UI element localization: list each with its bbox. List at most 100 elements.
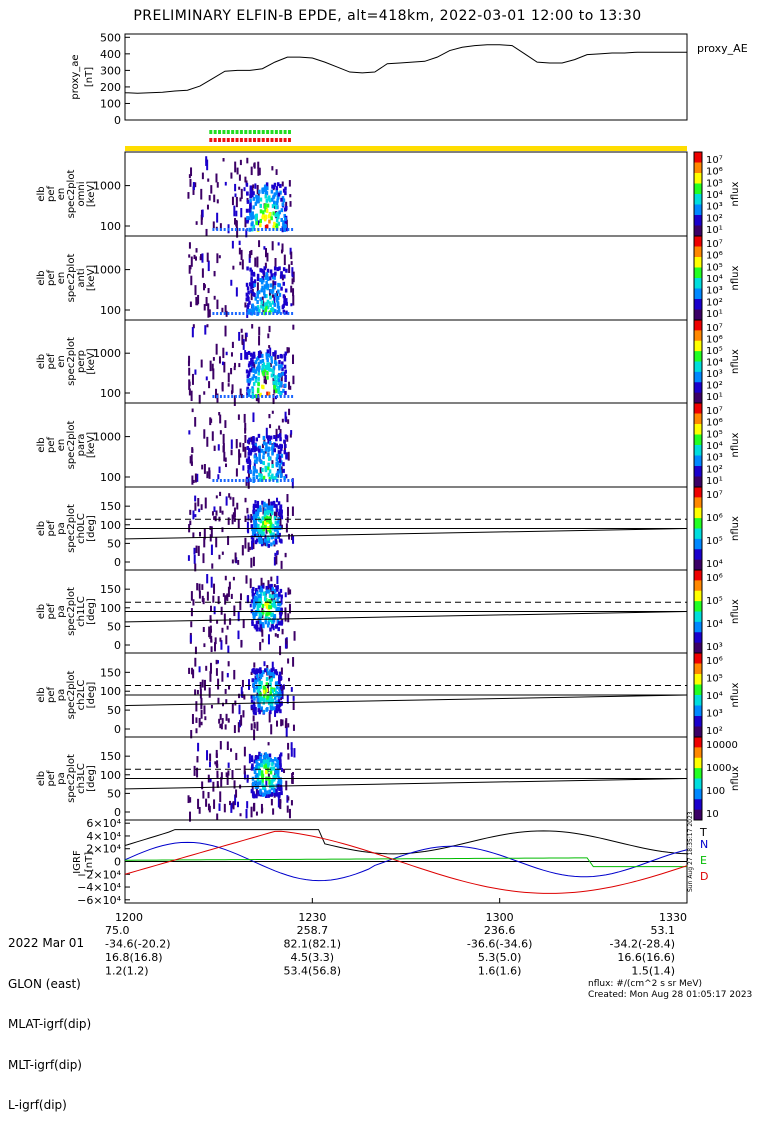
- spectrogram-cell: [253, 704, 256, 709]
- y-axis-label: pef: [46, 603, 57, 620]
- colorbar-segment: [694, 747, 702, 759]
- spectrogram-cell: [264, 620, 267, 625]
- colorbar-tick-label: 10000: [706, 740, 738, 751]
- spectrogram-cell: [280, 217, 283, 222]
- spectrogram-cell: [188, 367, 191, 376]
- spectrogram-cell: [254, 706, 257, 711]
- spectrogram-cell: [287, 613, 290, 623]
- spectrogram-cell: [256, 698, 260, 703]
- spectrogram-cell: [264, 262, 267, 269]
- spectrogram-cell: [278, 292, 282, 297]
- spectrogram-cell: [267, 466, 270, 471]
- y-axis-label: elb: [36, 270, 47, 285]
- spectrogram-cell: [280, 791, 283, 796]
- spectrogram-cell: [250, 436, 253, 443]
- spectrogram-cell: [265, 503, 268, 508]
- spectrogram-cell: [277, 704, 281, 709]
- spectrogram-cell: [253, 722, 256, 729]
- spectrogram-cell: [195, 701, 198, 712]
- spectrogram-cell: [261, 603, 265, 608]
- spectrogram-cell: [264, 752, 267, 757]
- spectrogram-cell: [278, 793, 281, 798]
- spectrogram-cell: [271, 290, 274, 295]
- spectrogram-cell: [216, 479, 219, 482]
- spectrogram-cell: [271, 241, 274, 251]
- spectrogram-cell: [227, 517, 230, 525]
- spectrogram-cell: [231, 479, 234, 482]
- colorbar-segment: [694, 183, 702, 195]
- spectrogram-cell: [220, 723, 223, 730]
- spectrogram-cell: [255, 794, 258, 799]
- panel-frame-pef_en_spec2plot_omni: [124, 151, 688, 237]
- y-tick-label: 100: [100, 471, 121, 484]
- spectrogram-cell: [263, 792, 267, 797]
- spectrogram-cell: [202, 598, 205, 605]
- spectrogram-cell: [283, 274, 286, 279]
- spectrogram-cell: [235, 287, 238, 297]
- spectrogram-cell: [218, 803, 221, 811]
- spectrogram-cell: [257, 199, 260, 204]
- spectrogram-cell: [249, 185, 253, 190]
- spectrogram-cell: [257, 601, 261, 606]
- spectrogram-cell: [269, 289, 272, 294]
- spectrogram-cell: [193, 765, 196, 776]
- spectrogram-cell: [206, 574, 209, 584]
- spectrogram-cell: [245, 182, 249, 187]
- spectrogram-cell: [287, 347, 290, 353]
- spectrogram-cell: [279, 274, 283, 279]
- spectrogram-cell: [213, 506, 216, 512]
- spectrogram-cell: [271, 587, 275, 592]
- spectrogram-cell: [271, 204, 275, 209]
- spectrogram-cell: [223, 361, 226, 373]
- spectrogram-cell: [257, 479, 260, 482]
- spectrogram-cell: [284, 613, 287, 622]
- spectrogram-cell: [284, 552, 287, 558]
- spectrogram-cell: [264, 376, 267, 385]
- spectrogram-cell: [239, 719, 242, 728]
- spectrogram-cell: [200, 214, 203, 225]
- spectrogram-cell: [280, 719, 283, 727]
- spectrogram-cell: [257, 585, 261, 590]
- spectrogram-cell: [253, 769, 257, 774]
- colorbar-segment: [694, 695, 702, 706]
- spectrogram-cell: [278, 509, 282, 514]
- spectrogram-cell: [292, 701, 295, 711]
- spectrogram-cell: [264, 228, 267, 231]
- spectrogram-cell: [266, 682, 269, 694]
- igrf-tick-label: 4×10⁴: [86, 830, 121, 843]
- spectrogram-cell: [276, 434, 280, 439]
- spectrogram-cell: [267, 462, 270, 467]
- spectrogram-cell: [231, 196, 234, 206]
- spectrogram-cell: [250, 269, 254, 274]
- spectrogram-cell: [284, 224, 287, 229]
- spectrogram-cell: [274, 695, 277, 700]
- spectrogram-cell: [198, 590, 201, 599]
- spectrogram-cell: [277, 501, 281, 506]
- colorbar-tick-label: 100: [706, 786, 725, 797]
- spectrogram-cell: [189, 178, 192, 187]
- spectrogram-cell: [252, 803, 255, 812]
- spectrogram-cell: [287, 479, 290, 482]
- spectrogram-cell: [249, 352, 253, 357]
- spectrogram-cell: [257, 371, 260, 376]
- colorbar-segment: [694, 246, 702, 258]
- spectrogram-cell: [225, 713, 228, 721]
- spectrogram-cell: [262, 503, 266, 508]
- spectrogram-cell: [287, 742, 290, 750]
- spectrogram-cell: [256, 184, 259, 194]
- y-axis-label: pa: [56, 689, 67, 701]
- spectrogram-cell: [275, 382, 278, 387]
- spectrogram-cell: [214, 637, 217, 645]
- spectrogram-cell: [255, 475, 259, 480]
- spectrogram-cell: [187, 360, 190, 367]
- spectrogram-cell: [292, 295, 295, 306]
- spectrogram-cell: [279, 437, 282, 442]
- y-axis-label: en: [56, 439, 67, 452]
- spectrogram-cell: [269, 710, 272, 715]
- spectrogram-cell: [281, 628, 284, 635]
- spectrogram-cell: [274, 350, 277, 355]
- spectrogram-cell: [254, 785, 258, 790]
- spectrogram-cell: [251, 288, 254, 293]
- spectrogram-cell: [278, 283, 282, 288]
- spectrogram-cell: [269, 682, 272, 687]
